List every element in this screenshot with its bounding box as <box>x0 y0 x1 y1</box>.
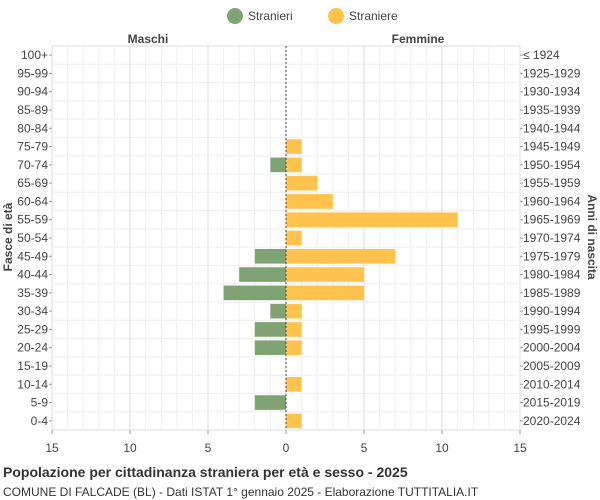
chart-title: Popolazione per cittadinanza straniera p… <box>3 464 408 480</box>
bar-stranieri-40-44 <box>239 267 286 282</box>
left-header: Maschi <box>128 32 169 46</box>
age-tick-label: 25-29 <box>17 322 48 336</box>
right-header: Femmine <box>392 32 445 46</box>
birth-year-tick-label: 1975-1979 <box>523 249 581 263</box>
birth-year-tick-label: 1995-1999 <box>523 322 581 336</box>
birth-year-tick-label: 2020-2024 <box>523 414 581 428</box>
birth-year-tick-label: 1930-1934 <box>523 85 581 99</box>
legend: Stranieri Straniere <box>227 8 398 24</box>
birth-year-tick-label: 1980-1984 <box>523 268 581 282</box>
bar-straniere-55-59 <box>286 212 458 228</box>
birth-year-tick-label: 2015-2019 <box>523 396 581 410</box>
age-tick-label: 50-54 <box>17 231 48 245</box>
bar-straniere-20-24 <box>286 340 302 356</box>
legend-swatch-straniere <box>328 8 344 24</box>
x-tick-label: 15 <box>45 441 59 455</box>
x-tick-label: 15 <box>513 441 527 455</box>
bar-straniere-40-44 <box>286 267 364 282</box>
bar-stranieri-30-34 <box>270 303 286 319</box>
bar-straniere-30-34 <box>286 303 302 319</box>
age-tick-label: 60-64 <box>17 194 48 208</box>
bar-straniere-65-69 <box>286 175 318 191</box>
bar-straniere-0-4 <box>286 413 302 429</box>
birth-year-tick-label: 1925-1929 <box>523 66 581 80</box>
bar-stranieri-20-24 <box>254 340 286 356</box>
age-tick-label: 40-44 <box>17 268 48 282</box>
birth-year-tick-label: 1950-1954 <box>523 158 581 172</box>
age-tick-label: 55-59 <box>17 213 48 227</box>
birth-year-tick-label: 1945-1949 <box>523 140 581 154</box>
x-tick-label: 10 <box>123 441 137 455</box>
x-tick-label: 5 <box>361 441 368 455</box>
birth-year-tick-label: 1935-1939 <box>523 103 581 117</box>
bar-straniere-60-64 <box>286 194 333 209</box>
age-tick-label: 75-79 <box>17 140 48 154</box>
bars-layer <box>223 139 458 429</box>
age-tick-label: 35-39 <box>17 286 48 300</box>
x-tick-label: 5 <box>205 441 212 455</box>
age-tick-label: 0-4 <box>31 414 49 428</box>
bar-straniere-10-14 <box>286 376 302 392</box>
birth-year-tick-label: 1940-1944 <box>523 121 581 135</box>
age-tick-label: 95-99 <box>17 66 48 80</box>
y-axis-label-left: Fasce di età <box>1 202 15 271</box>
age-tick-label: 15-19 <box>17 359 48 373</box>
age-tick-label: 65-69 <box>17 176 48 190</box>
age-tick-label: 100+ <box>21 48 48 62</box>
birth-year-tick-label: ≤ 1924 <box>523 48 560 62</box>
axis-layer: 100+ ≤ 1924 95-99 1925-1929 90-94 1930-1934 85… <box>17 46 581 455</box>
age-tick-label: 45-49 <box>17 249 48 263</box>
bar-stranieri-35-39 <box>223 285 286 301</box>
legend-label-stranieri: Stranieri <box>248 9 293 23</box>
age-tick-label: 5-9 <box>31 396 49 410</box>
x-tick-label: 10 <box>435 441 449 455</box>
bar-straniere-35-39 <box>286 285 364 301</box>
bar-stranieri-45-49 <box>254 248 286 264</box>
bar-stranieri-25-29 <box>254 322 286 337</box>
age-tick-label: 70-74 <box>17 158 48 172</box>
bar-straniere-70-74 <box>286 157 302 173</box>
bar-straniere-50-54 <box>286 230 302 246</box>
age-tick-label: 85-89 <box>17 103 48 117</box>
age-tick-label: 90-94 <box>17 85 48 99</box>
legend-label-straniere: Straniere <box>349 9 398 23</box>
birth-year-tick-label: 1990-1994 <box>523 304 581 318</box>
bar-straniere-75-79 <box>286 139 302 154</box>
birth-year-tick-label: 2005-2009 <box>523 359 581 373</box>
chart-subtitle: COMUNE DI FALCADE (BL) - Dati ISTAT 1° g… <box>3 485 479 499</box>
bar-straniere-45-49 <box>286 248 396 264</box>
age-tick-label: 30-34 <box>17 304 48 318</box>
birth-year-tick-label: 1965-1969 <box>523 213 581 227</box>
bar-straniere-25-29 <box>286 322 302 337</box>
bar-stranieri-70-74 <box>270 157 286 173</box>
birth-year-tick-label: 2010-2014 <box>523 377 581 391</box>
legend-swatch-stranieri <box>227 8 243 24</box>
age-tick-label: 10-14 <box>17 377 48 391</box>
birth-year-tick-label: 1960-1964 <box>523 194 581 208</box>
x-tick-label: 0 <box>283 441 290 455</box>
age-tick-label: 80-84 <box>17 121 48 135</box>
birth-year-tick-label: 1955-1959 <box>523 176 581 190</box>
bar-stranieri-5-9 <box>254 395 286 410</box>
birth-year-tick-label: 1985-1989 <box>523 286 581 300</box>
birth-year-tick-label: 2000-2004 <box>523 341 581 355</box>
y-axis-label-right: Anni di nascita <box>585 194 599 280</box>
birth-year-tick-label: 1970-1974 <box>523 231 581 245</box>
age-tick-label: 20-24 <box>17 341 48 355</box>
